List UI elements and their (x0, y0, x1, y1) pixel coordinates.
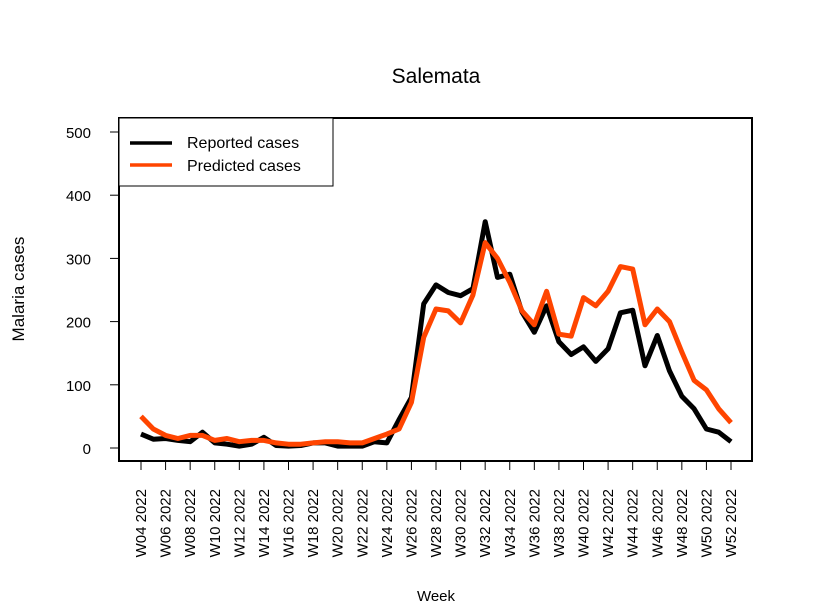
legend-box (118, 117, 334, 187)
x-tick-label: W18 2022 (305, 489, 322, 557)
legend-label-reported: Reported cases (187, 135, 299, 152)
series-line-predicted-cases (139, 240, 733, 447)
x-tick-label: W22 2022 (354, 489, 371, 557)
x-tick-label: W32 2022 (477, 489, 494, 557)
chart-title: Salemata (392, 65, 481, 88)
y-axis: 0 100 200 300 400 500 (66, 125, 119, 458)
legend: Reported cases Predicted cases (118, 117, 334, 187)
x-tick-label: W30 2022 (453, 489, 470, 557)
x-tick-label: W04 2022 (133, 489, 150, 557)
y-axis-label: Malaria cases (9, 237, 28, 342)
x-tick-label: W42 2022 (600, 489, 617, 557)
x-tick-label: W38 2022 (551, 489, 568, 557)
series-line-reported-cases (140, 219, 733, 449)
y-tick-label: 100 (66, 378, 91, 395)
x-axis: W04 2022 W06 2022 W08 2022 W10 2022 W12 2022… (133, 461, 740, 557)
x-tick-label: W24 2022 (379, 489, 396, 557)
x-tick-label: W08 2022 (182, 489, 199, 557)
x-tick-label: W36 2022 (526, 489, 543, 557)
y-tick-label: 200 (66, 315, 91, 332)
plot-frame (118, 117, 753, 462)
legend-label-predicted: Predicted cases (187, 158, 301, 175)
x-tick-label: W44 2022 (625, 489, 642, 557)
y-tick-label: 400 (66, 188, 91, 205)
x-tick-label: W06 2022 (158, 489, 175, 557)
x-axis-label: Week (417, 588, 456, 605)
series-layer (139, 219, 733, 449)
x-tick-label: W26 2022 (403, 489, 420, 557)
x-tick-label: W14 2022 (256, 489, 273, 557)
x-tick-label: W40 2022 (576, 489, 593, 557)
x-tick-label: W16 2022 (281, 489, 298, 557)
x-tick-label: W34 2022 (502, 489, 519, 557)
x-tick-label: W28 2022 (428, 489, 445, 557)
x-tick-label: W10 2022 (207, 489, 224, 557)
y-tick-label: 300 (66, 251, 91, 268)
x-tick-label: W50 2022 (698, 489, 715, 557)
y-tick-label: 500 (66, 125, 91, 142)
x-tick-label: W20 2022 (330, 489, 347, 557)
x-tick-label: W52 2022 (723, 489, 740, 557)
x-tick-label: W48 2022 (674, 489, 691, 557)
x-tick-label: W46 2022 (649, 489, 666, 557)
y-tick-label: 0 (83, 441, 91, 458)
x-tick-label: W12 2022 (231, 489, 248, 557)
